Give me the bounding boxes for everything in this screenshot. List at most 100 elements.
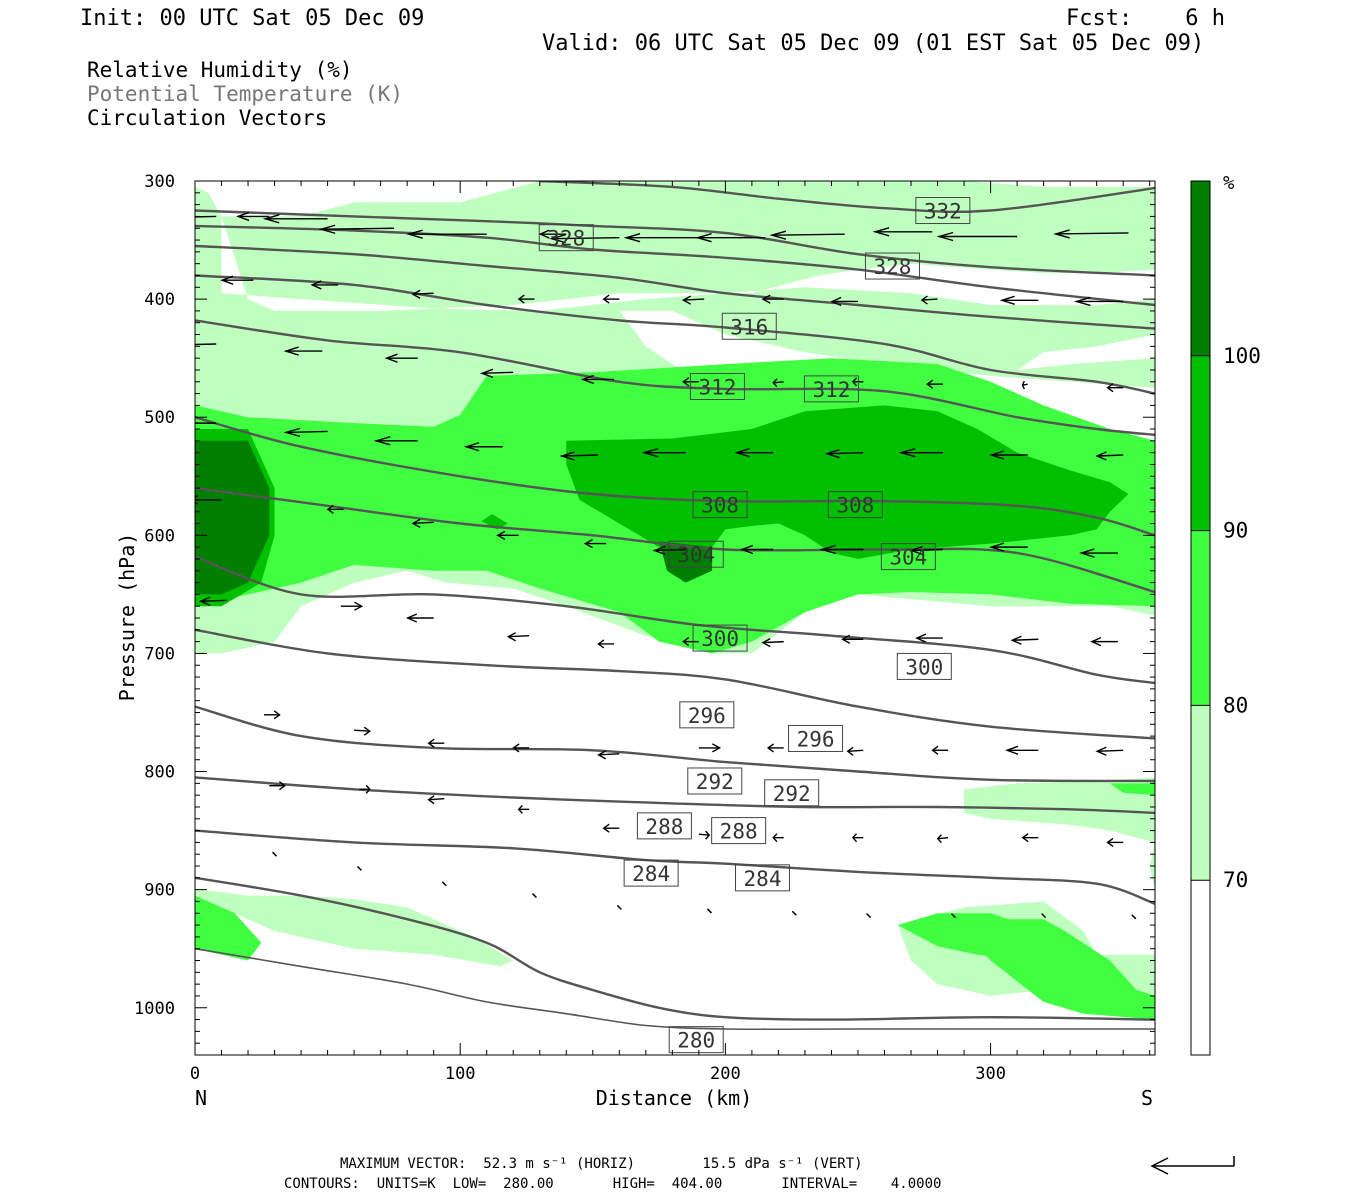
colorbar-label: 80 [1223,693,1248,717]
vector-head [580,374,594,385]
circulation-vector [517,804,530,814]
theta-contour-328 [195,209,1155,277]
vector-shaft [791,910,797,916]
theta-label: 304 [668,540,724,568]
y-tick-label: 400 [144,290,175,310]
circulation-vector [602,294,620,304]
circulation-vector [269,781,287,791]
vector-head [559,451,575,461]
theta-label: 316 [721,312,777,340]
theta-label-text: 300 [905,655,943,679]
theta-contour-292 [195,705,1155,783]
circulation-vector [411,518,434,528]
vector-head [695,233,712,243]
vector-shaft [551,236,620,240]
circulation-vector [734,447,774,458]
y-tick-label: 300 [144,172,175,192]
vector-shaft [771,233,845,236]
circulation-vector [326,504,344,514]
legend-vectors: Circulation Vectors [87,106,328,130]
theta-label-text: 292 [696,770,734,794]
rh-dry-region [221,216,1155,311]
vector-shaft [950,913,956,919]
circulation-vector [1010,635,1039,645]
colorbar-label: 100 [1223,344,1261,368]
vector-shaft [937,836,949,840]
vector-shaft [773,381,784,384]
circulation-vector [549,234,620,244]
vector-head [326,504,334,514]
theta-contour-332 [539,181,1155,214]
theta-label: 292 [687,767,743,795]
theta-label-text: 284 [744,867,782,891]
circulation-vector [538,229,567,239]
y-tick-label: 900 [144,881,175,901]
theta-label: 284 [623,859,679,887]
theta-label-box [668,540,724,568]
vector-head [652,545,666,556]
circulation-vector [920,295,938,305]
circulation-vector [706,908,713,914]
vector-shaft [272,851,278,857]
vector-head [936,231,954,242]
y-tick-label: 800 [144,763,175,783]
vector-head [682,637,690,647]
vector-head [819,544,836,555]
vector-shaft [1041,913,1047,919]
vector-head [931,745,939,755]
colorbar-unit: % [1223,172,1235,194]
theta-label: 308 [692,491,748,519]
vector-head [988,450,1005,460]
circulation-vector [772,833,784,843]
colorbar-frame [1190,180,1211,1056]
vector-head [199,596,211,606]
rh-dry-region [1017,334,1155,370]
vector-head [283,346,299,356]
vector-shaft [531,893,537,899]
x-tick-label: 200 [710,1064,741,1084]
theta-label-text: 288 [645,815,683,839]
theta-contour-324 [195,224,1155,307]
circulation-vector [602,823,620,833]
circulation-vector [1095,451,1124,461]
theta-label-box [636,812,692,840]
circulation-vector [1021,380,1028,390]
vector-head [772,833,778,843]
circulation-vector [1005,745,1039,755]
circulation-vector [263,710,281,720]
vector-head [851,377,858,387]
circulation-vector [463,442,503,452]
vector-head [175,341,189,349]
vector-shaft [356,865,362,871]
rh-region-100 [195,440,270,595]
vector-head [769,230,787,240]
circulation-vector [841,634,864,644]
north-label: N [195,1086,207,1110]
vector-head [926,379,934,389]
y-tick-label: 600 [144,526,175,546]
max-vector-head [1150,1157,1169,1175]
circulation-vector [1131,914,1137,920]
circulation-vector [769,230,845,240]
theta-label-text: 312 [812,378,850,402]
vector-head [920,295,928,305]
theta-label: 304 [880,543,936,571]
legend-theta: Potential Temperature (K) [87,82,404,106]
circulation-vector [195,215,217,218]
circulation-vector [359,784,371,794]
theta-label: 296 [788,724,844,752]
circulation-vector [1053,229,1129,239]
theta-labels: 332 328 328 316 312 312 308 308 304 304 300 300 296 2… [538,197,971,1054]
circulation-vector [496,530,519,540]
circulation-vector [652,545,686,556]
circulation-vector [1095,746,1124,756]
theta-contour-284 [195,876,1155,1021]
theta-label-text: 332 [924,200,962,224]
theta-label-box [687,767,743,795]
vector-head [705,830,711,840]
vector-head [583,538,593,549]
theta-label-box [803,375,859,403]
vector-head [681,295,691,305]
vector-head [766,743,775,753]
